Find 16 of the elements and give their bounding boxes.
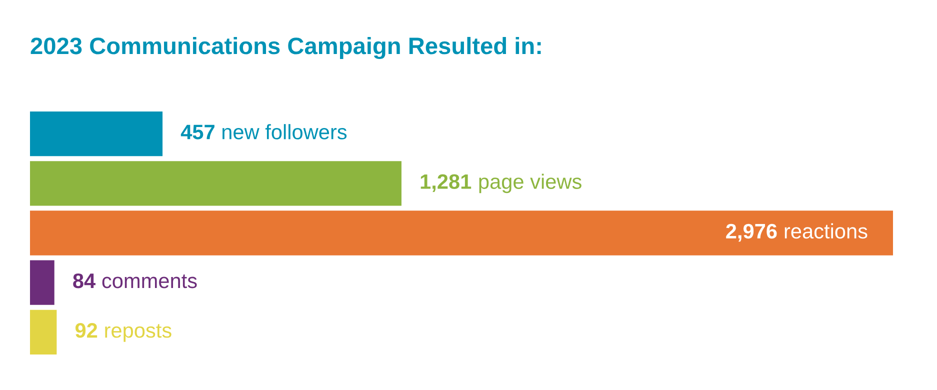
data-label: 1,281 bbox=[420, 174, 472, 192]
data-label: 2,976 bbox=[726, 224, 777, 242]
bar bbox=[30, 161, 402, 206]
y-tick-label: comments bbox=[102, 274, 197, 288]
bar bbox=[30, 210, 893, 256]
bar bbox=[30, 111, 163, 156]
data-label: 84 bbox=[73, 273, 96, 288]
chart-title: 2023 Communications Campaign Resulted in: bbox=[30, 36, 541, 60]
y-tick-label: reactions bbox=[784, 223, 868, 239]
y-tick-label: page views bbox=[479, 174, 582, 194]
bar bbox=[30, 260, 54, 305]
data-label: 92 bbox=[75, 323, 98, 338]
y-tick-label: new followers bbox=[222, 124, 347, 140]
data-label: 457 bbox=[180, 124, 214, 140]
y-tick-label: reposts bbox=[105, 324, 172, 342]
bar bbox=[30, 310, 57, 355]
